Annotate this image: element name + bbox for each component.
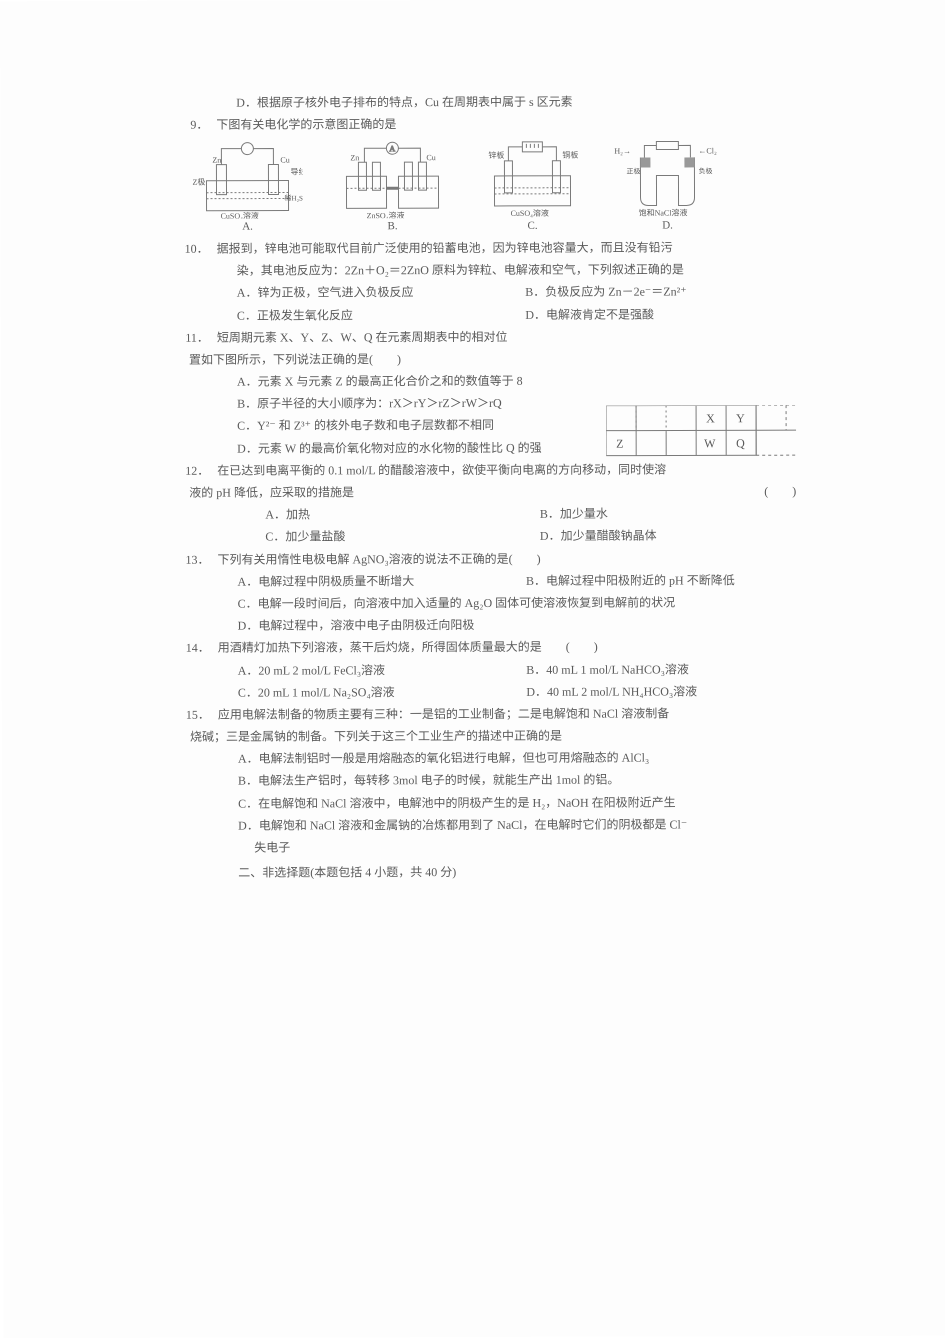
q15-line1: 应用电解法制备的物质主要有三种：一是铝的工业制备；二是电解饱和 NaCl 溶液制… bbox=[218, 704, 797, 725]
q13-option-c: C．电解一段时间后，向溶液中加入适量的 Ag₂O 固体可使溶液恢复到电解前的状况 bbox=[182, 593, 797, 614]
q12-paren: ( ) bbox=[736, 482, 796, 501]
q12-option-d: D．加少量醋酸钠晶体 bbox=[540, 527, 797, 547]
q9-label-d: D. bbox=[662, 218, 673, 236]
q13-stem: 下列有关用惰性电极电解 AgNO₃溶液的说法不正确的是( ) bbox=[217, 549, 796, 570]
q9-diagram-c: 锌板 铜板 CuSO₄溶液 C. bbox=[482, 140, 582, 236]
q9-diagram-d: H₂→ ←Cl₂ 正极 负极 饱和NaCl溶液 D. bbox=[612, 140, 722, 236]
svg-text:正极: 正极 bbox=[626, 167, 640, 176]
svg-text:Z: Z bbox=[616, 437, 623, 451]
q14-row-cd: C．20 mL 1 mol/L Na₂SO₄溶液 D．40 mL 2 mol/L… bbox=[182, 682, 797, 703]
svg-text:锌板: 锌板 bbox=[488, 150, 504, 160]
q11-option-a: A．元素 X 与元素 Z 的最高正化合价之和的数值等于 8 bbox=[181, 371, 796, 392]
q12-row-cd: C．加少量盐酸 D．加少量醋酸钠晶体 bbox=[181, 527, 796, 548]
q12-option-a: A．加热 bbox=[265, 505, 522, 525]
q14-option-d: D．40 mL 2 mol/L NH₄HCO₃溶液 bbox=[526, 682, 797, 702]
svg-text:Cu: Cu bbox=[426, 153, 435, 162]
q14-stem: 用酒精灯加热下列溶液，蒸干后灼烧，所得固体质量最大的是 ( ) bbox=[218, 637, 797, 658]
q10-option-a: A．锌为正极，空气进入负极反应 bbox=[237, 283, 508, 303]
q12-num: 12． bbox=[181, 462, 209, 481]
q14-option-a: A．20 mL 2 mol/L FeCl₃溶液 bbox=[238, 660, 509, 680]
svg-text:Z极: Z极 bbox=[192, 177, 205, 187]
svg-text:Zn: Zn bbox=[350, 154, 359, 163]
q9-diagram-a: Zn Cu Z极 导线 稀H₂SO₄ CuSO₄溶液 A. bbox=[192, 141, 302, 237]
q10-num: 10． bbox=[181, 240, 209, 259]
q9-stem: 下图有关电化学的示意图正确的是 bbox=[216, 114, 795, 135]
svg-text:负极: 负极 bbox=[698, 167, 712, 176]
q10-row-ab: A．锌为正极，空气进入负极反应 B．负极反应为 Zn－2e⁻＝Zn²⁺ bbox=[181, 282, 796, 303]
q12-line1: 在已达到电离平衡的 0.1 mol/L 的醋酸溶液中，欲使平衡向电离的方向移动，… bbox=[217, 460, 796, 481]
q9-diagrams: Zn Cu Z极 导线 稀H₂SO₄ CuSO₄溶液 A. A bbox=[192, 140, 795, 237]
q9-diagram-b: A Zn Cu ZnSO₄溶液 B. bbox=[332, 140, 452, 236]
q13-option-d: D．电解过程中，溶液中电子由阴极迁向阳极 bbox=[182, 615, 797, 636]
q10: 10． 据报到，锌电池可能取代目前广泛使用的铅蓄电池，因为锌电池容量大，而且没有… bbox=[181, 238, 796, 259]
svg-text:H₂→: H₂→ bbox=[614, 147, 631, 156]
q8-option-d: D．根据原子核外电子排布的特点，Cu 在周期表中属于 s 区元素 bbox=[180, 92, 795, 113]
zn-label: Zn bbox=[212, 156, 221, 165]
q10-option-c: C．正极发生氧化反应 bbox=[237, 305, 508, 325]
q10-option-d: D．电解液肯定不是强酸 bbox=[525, 305, 796, 325]
svg-text:铜板: 铜板 bbox=[562, 150, 578, 160]
svg-text:饱和NaCl溶液: 饱和NaCl溶液 bbox=[639, 208, 688, 218]
q15: 15． 应用电解法制备的物质主要有三种：一是铝的工业制备；二是电解饱和 NaCl… bbox=[182, 704, 797, 725]
q15-option-b: B．电解法生产铝时，每转移 3mol 电子的时候，就能生产出 1mol 的铝。 bbox=[182, 771, 797, 792]
q11-num: 11． bbox=[181, 328, 209, 347]
q12-option-c: C．加少量盐酸 bbox=[265, 527, 522, 547]
q13-num: 13． bbox=[181, 550, 209, 569]
q9-label-c: C. bbox=[528, 218, 538, 236]
q9-label-b: B. bbox=[388, 219, 398, 237]
q15-option-c: C．在电解饱和 NaCl 溶液中，电解池中的阴极产生的是 H₂，NaOH 在阳极… bbox=[182, 793, 797, 814]
svg-text:ZnSO₄溶液: ZnSO₄溶液 bbox=[367, 211, 405, 219]
svg-text:CuSO₄溶液: CuSO₄溶液 bbox=[511, 208, 549, 218]
section-2-heading: 二、非选择题(本题包括 4 小题，共 40 分) bbox=[182, 862, 797, 883]
svg-text:CuSO₄溶液: CuSO₄溶液 bbox=[221, 211, 259, 219]
svg-text:Y: Y bbox=[736, 411, 745, 425]
q12-row-stem: 液的 pH 降低，应采取的措施是 ( ) bbox=[181, 482, 796, 503]
svg-text:X: X bbox=[706, 411, 715, 425]
q13: 13． 下列有关用惰性电极电解 AgNO₃溶液的说法不正确的是( ) bbox=[181, 549, 796, 570]
q12-line2: 液的 pH 降低，应采取的措施是 bbox=[189, 482, 718, 503]
q10-line2: 染，其电池反应为：2Zn＋O₂＝2ZnO 原料为锌粒、电解液和空气，下列叙述正确… bbox=[181, 260, 796, 281]
q15-option-d1: D．电解饱和 NaCl 溶液和金属钠的冶炼都用到了 NaCl，在电解时它们的阴极… bbox=[182, 815, 797, 836]
svg-text:导线: 导线 bbox=[290, 167, 302, 177]
q15-option-d2: 失电子 bbox=[182, 837, 797, 858]
q12-option-b: B．加少量水 bbox=[540, 504, 797, 524]
q12: 12． 在已达到电离平衡的 0.1 mol/L 的醋酸溶液中，欲使平衡向电离的方… bbox=[181, 460, 796, 481]
q9-label-a: A. bbox=[242, 219, 253, 237]
q11-line2: 置如下图所示，下列说法正确的是( ) bbox=[181, 349, 796, 370]
q11-line1: 短周期元素 X、Y、Z、W、Q 在元素周期表中的相对位 bbox=[217, 327, 796, 348]
q13-option-b: B．电解过程中阳极附近的 pH 不断降低 bbox=[526, 571, 797, 591]
svg-text:A: A bbox=[389, 145, 395, 154]
q11: 11． 短周期元素 X、Y、Z、W、Q 在元素周期表中的相对位 bbox=[181, 327, 796, 348]
q10-row-cd: C．正极发生氧化反应 D．电解液肯定不是强酸 bbox=[181, 305, 796, 326]
q15-option-a: A．电解法制铝时一般是用熔融态的氧化铝进行电解，但也可用熔融态的 AlCl₃ bbox=[182, 748, 797, 769]
q10-line1: 据报到，锌电池可能取代目前广泛使用的铅蓄电池，因为锌电池容量大，而且没有铅污 bbox=[217, 238, 796, 259]
q14-option-b: B．40 mL 1 mol/L NaHCO₃溶液 bbox=[526, 660, 797, 680]
q12-row-ab: A．加热 B．加少量水 bbox=[181, 504, 796, 525]
svg-text:稀H₂SO₄: 稀H₂SO₄ bbox=[285, 194, 303, 203]
q14-num: 14． bbox=[182, 639, 210, 658]
exam-page: D．根据原子核外电子排布的特点，Cu 在周期表中属于 s 区元素 9． 下图有关… bbox=[0, 0, 945, 1338]
svg-text:←Cl₂: ←Cl₂ bbox=[698, 147, 717, 156]
svg-text:W: W bbox=[704, 436, 716, 450]
q14-row-ab: A．20 mL 2 mol/L FeCl₃溶液 B．40 mL 1 mol/L … bbox=[182, 660, 797, 681]
q10-option-b: B．负极反应为 Zn－2e⁻＝Zn²⁺ bbox=[525, 282, 796, 302]
periodic-table-fragment: X Y Z W Q bbox=[606, 405, 796, 461]
q9: 9． 下图有关电化学的示意图正确的是 bbox=[180, 114, 795, 135]
q15-line2: 烧碱；三是金属钠的制备。下列关于这三个工业生产的描述中正确的是 bbox=[182, 726, 797, 747]
svg-text:Q: Q bbox=[736, 436, 745, 450]
q14: 14． 用酒精灯加热下列溶液，蒸干后灼烧，所得固体质量最大的是 ( ) bbox=[182, 637, 797, 658]
q13-option-a: A．电解过程中阴极质量不断增大 bbox=[237, 572, 508, 592]
q14-option-c: C．20 mL 1 mol/L Na₂SO₄溶液 bbox=[238, 683, 509, 703]
svg-text:Cu: Cu bbox=[280, 156, 289, 165]
q9-num: 9． bbox=[180, 116, 208, 135]
q13-row-ab: A．电解过程中阴极质量不断增大 B．电解过程中阳极附近的 pH 不断降低 bbox=[181, 571, 796, 592]
q15-num: 15． bbox=[182, 706, 210, 725]
